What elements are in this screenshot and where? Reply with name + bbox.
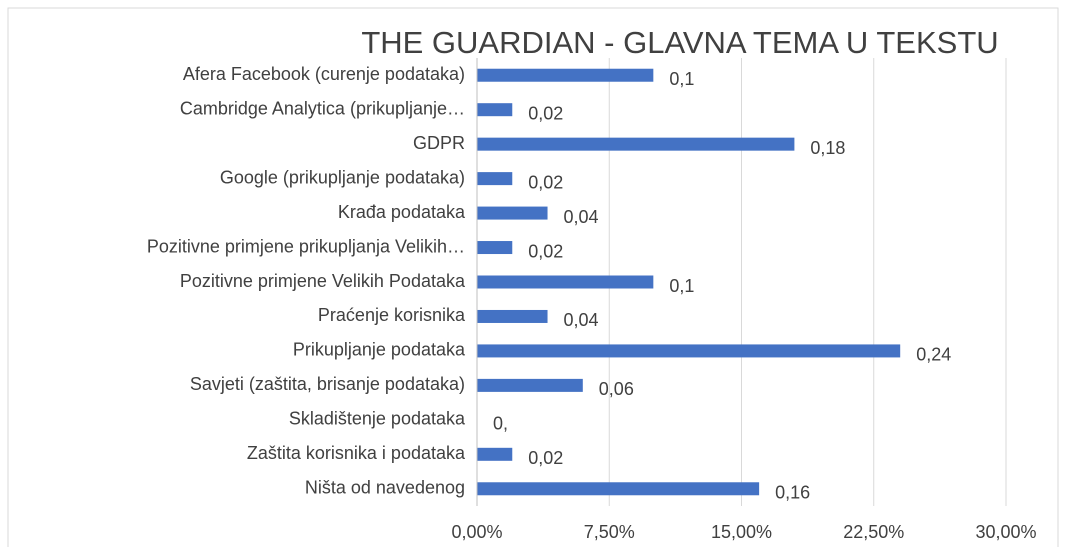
y-tick-label: Cambridge Analytica (prikupljanje… (180, 98, 465, 118)
value-label: 0,1 (669, 69, 694, 89)
chart-title: THE GUARDIAN - GLAVNA TEMA U TEKSTU (361, 25, 998, 60)
value-label: 0, (493, 414, 508, 434)
bar (477, 482, 760, 496)
value-label: 0,02 (528, 241, 563, 261)
y-tick-label: Zaštita korisnika i podataka (247, 443, 466, 463)
y-tick-label: Ništa od navedenog (305, 478, 465, 498)
bar (477, 206, 548, 220)
y-tick-label: Afera Facebook (curenje podataka) (183, 64, 465, 84)
y-tick-label: GDPR (413, 133, 465, 153)
x-tick-label: 30,00% (975, 522, 1036, 542)
value-label: 0,18 (810, 138, 845, 158)
y-tick-label: Savjeti (zaštita, brisanje podataka) (190, 374, 465, 394)
bar (477, 447, 513, 461)
value-label: 0,02 (528, 103, 563, 123)
bar (477, 137, 795, 151)
x-tick-label: 15,00% (711, 522, 772, 542)
bar (477, 103, 513, 117)
x-tick-label: 7,50% (584, 522, 635, 542)
value-label: 0,24 (916, 345, 951, 365)
bar (477, 172, 513, 186)
y-tick-label: Pozitivne primjene prikupljanja Velikih… (147, 236, 465, 256)
bar (477, 241, 513, 255)
y-tick-label: Pozitivne primjene Velikih Podataka (180, 271, 466, 291)
y-tick-label: Prikupljanje podataka (293, 340, 466, 360)
value-label: 0,02 (528, 448, 563, 468)
value-label: 0,16 (775, 483, 810, 503)
bar (477, 275, 654, 289)
y-tick-label: Google (prikupljanje podataka) (220, 167, 465, 187)
value-label: 0,06 (599, 379, 634, 399)
bar (477, 68, 654, 82)
x-tick-label: 22,50% (843, 522, 904, 542)
y-tick-label: Krađa podataka (338, 202, 466, 222)
y-tick-label: Praćenje korisnika (318, 305, 466, 325)
value-label: 0,04 (564, 310, 599, 330)
x-tick-label: 0,00% (451, 522, 502, 542)
bar (477, 378, 583, 392)
bar (477, 309, 548, 323)
value-label: 0,02 (528, 172, 563, 192)
value-label: 0,04 (564, 207, 599, 227)
y-tick-label: Skladištenje podataka (289, 409, 466, 429)
value-label: 0,1 (669, 276, 694, 296)
bar (477, 344, 901, 358)
